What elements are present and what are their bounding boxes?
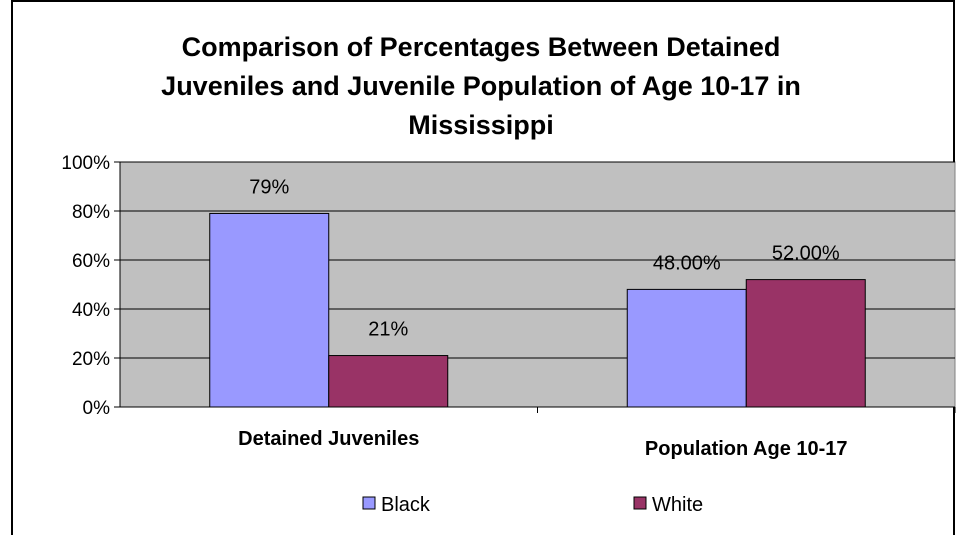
x-category-label: Detained Juveniles: [238, 428, 419, 450]
y-tick-label: 80%: [72, 202, 110, 223]
legend-swatch: [633, 496, 647, 510]
data-label: 21%: [368, 319, 408, 341]
legend-item-black: Black: [362, 494, 431, 516]
y-tick-label: 100%: [61, 153, 110, 174]
y-tick-label: 0%: [83, 398, 111, 419]
x-category-label: Population Age 10-17: [645, 438, 848, 460]
chart-title-line-3: Mississippi: [408, 110, 554, 140]
bar-white: [328, 355, 449, 408]
data-label: 48.00%: [653, 252, 721, 274]
chart-title-line-1: Comparison of Percentages Between Detain…: [182, 32, 781, 62]
plot-area: 0% 20% 40% 60% 80% 100% 79% 21% Detained Juvenil…: [61, 153, 956, 460]
y-tick-label: 40%: [72, 300, 110, 321]
y-tick-label: 60%: [72, 251, 110, 272]
y-tick-label: 20%: [72, 349, 110, 370]
bar-black: [209, 212, 330, 408]
legend-label: Black: [381, 494, 431, 516]
data-label: 52.00%: [772, 243, 840, 265]
legend: Black White: [362, 494, 703, 516]
data-label: 79%: [249, 176, 289, 198]
chart-title: Comparison of Percentages Between Detain…: [161, 32, 801, 140]
bar-black: [626, 288, 747, 408]
chart-title-line-2: Juveniles and Juvenile Population of Age…: [161, 71, 801, 101]
legend-item-white: White: [633, 494, 703, 516]
legend-label: White: [652, 494, 703, 516]
legend-swatch: [362, 496, 376, 510]
bar-white: [745, 279, 866, 408]
